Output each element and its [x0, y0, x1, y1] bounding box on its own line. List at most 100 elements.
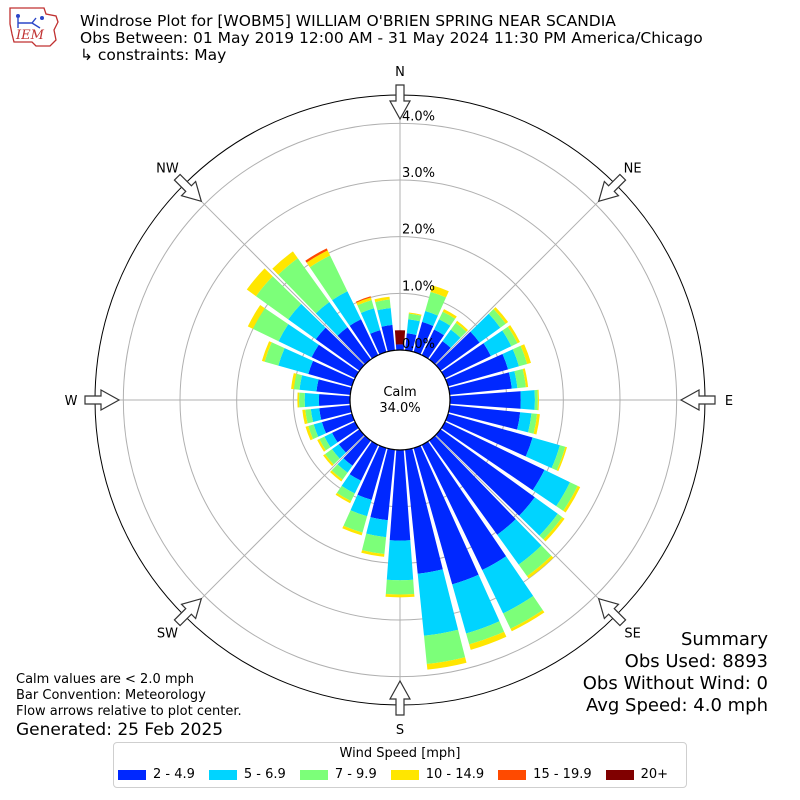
- bar-segment: [469, 631, 507, 650]
- constraints: ↳ constraints: May: [80, 46, 227, 64]
- bar-segment: [360, 308, 381, 334]
- bar-segment: [449, 391, 521, 409]
- legend-item: 15 - 19.9: [498, 767, 592, 782]
- direction-bar: [448, 405, 540, 435]
- bar-segment: [421, 441, 507, 570]
- bar-segment: [337, 458, 353, 473]
- bar-segment: [425, 291, 446, 316]
- direction-bar: [261, 341, 355, 387]
- legend-item: 2 - 4.9: [118, 767, 195, 782]
- direction-bar: [330, 435, 371, 482]
- bar-segment: [508, 371, 518, 389]
- bar-segment: [317, 439, 326, 452]
- bar-segment: [527, 555, 554, 579]
- grid-spoke: [183, 399, 401, 617]
- bar-segment: [421, 329, 444, 359]
- direction-bar: [305, 248, 379, 359]
- bar-segment: [319, 405, 352, 420]
- legend-swatch: [390, 769, 419, 780]
- bar-segment: [520, 390, 535, 410]
- bar-segment: [299, 392, 305, 408]
- direction-bar: [323, 429, 365, 467]
- obs-without-wind: Obs Without Wind: 0: [582, 673, 768, 694]
- bar-segment: [502, 326, 518, 347]
- direction-bar: [361, 448, 395, 557]
- bar-segment: [408, 312, 422, 316]
- bar-segment: [261, 341, 272, 362]
- bar-segment: [434, 319, 451, 336]
- bar-segment: [366, 517, 388, 538]
- calm-note: Calm values are < 2.0 mph: [16, 672, 195, 687]
- iem-logo: IEM: [6, 6, 62, 50]
- direction-bar: [302, 405, 352, 425]
- bar-segment: [482, 556, 534, 614]
- bar-segment: [324, 432, 338, 448]
- bar-segment: [343, 510, 368, 533]
- grid-spoke: [399, 399, 617, 617]
- bar-segment: [442, 309, 457, 319]
- bar-segment: [448, 405, 521, 430]
- bar-segment: [323, 454, 334, 467]
- bar-segment: [370, 448, 395, 521]
- bar-segment: [389, 449, 411, 541]
- bar-segment: [488, 309, 506, 328]
- bar-segment: [318, 394, 351, 406]
- arrow-shape: [173, 597, 203, 627]
- arrow-shape: [84, 388, 121, 412]
- direction-bar: [247, 305, 359, 379]
- bar-segment: [330, 470, 343, 482]
- legend-swatch: [605, 769, 634, 780]
- bar-segment: [507, 325, 520, 344]
- bar-segment: [514, 369, 526, 389]
- summary-heading: Summary: [681, 629, 768, 650]
- bar-segment: [331, 444, 346, 459]
- avg-speed: Avg Speed: 4.0 mph: [586, 695, 768, 716]
- direction-bar: [413, 285, 449, 355]
- direction-bar: [305, 413, 355, 441]
- logo-text: IEM: [15, 28, 45, 43]
- bar-segment: [439, 311, 456, 326]
- direction-bar: [445, 413, 567, 472]
- flow-arrow-icon: [597, 597, 627, 627]
- legend-label: 10 - 14.9: [425, 767, 485, 782]
- r-tick-label: 1.0%: [402, 279, 435, 294]
- direction-bar: [429, 320, 468, 365]
- calm-label: Calm: [383, 385, 416, 400]
- bar-segment: [518, 545, 552, 577]
- bar-segment: [406, 319, 420, 335]
- direction-bar: [441, 325, 520, 379]
- legend-item: 5 - 6.9: [208, 767, 286, 782]
- bar-segment: [264, 342, 285, 366]
- bar-segment: [341, 474, 361, 494]
- bar-segment: [424, 629, 466, 664]
- bar-segment: [256, 276, 302, 320]
- bar-segment: [385, 594, 415, 598]
- legend-label: 5 - 6.9: [243, 767, 286, 782]
- flow-arrows-note: Flow arrows relative to plot center.: [16, 704, 242, 719]
- bar-segment: [308, 360, 355, 387]
- direction-bar: [394, 330, 406, 351]
- chart-title: Windrose Plot for [WOBM5] WILLIAM O'BRIE…: [80, 12, 616, 30]
- bar-segment: [445, 354, 509, 387]
- direction-bar: [448, 368, 529, 395]
- bar-segment: [497, 519, 542, 565]
- bar-segment: [450, 322, 467, 338]
- bar-segment: [519, 497, 558, 536]
- compass-label: SW: [157, 627, 178, 642]
- bar-segment: [520, 344, 531, 364]
- bar-segment: [305, 426, 313, 441]
- bar-segment: [356, 297, 372, 306]
- bar-segment: [517, 412, 532, 433]
- direction-bar: [421, 309, 457, 359]
- bar-segment: [377, 308, 393, 327]
- direction-bar: [342, 445, 387, 536]
- bar-segment: [355, 296, 371, 303]
- legend-title: Wind Speed [mph]: [339, 746, 461, 761]
- direction-bar: [421, 441, 545, 632]
- bar-segment: [563, 485, 581, 513]
- bar-segment: [332, 291, 361, 326]
- bar-segment: [395, 344, 405, 351]
- bar-segment: [272, 251, 298, 275]
- r-tick-label: 2.0%: [402, 223, 435, 238]
- bar-segment: [337, 327, 371, 365]
